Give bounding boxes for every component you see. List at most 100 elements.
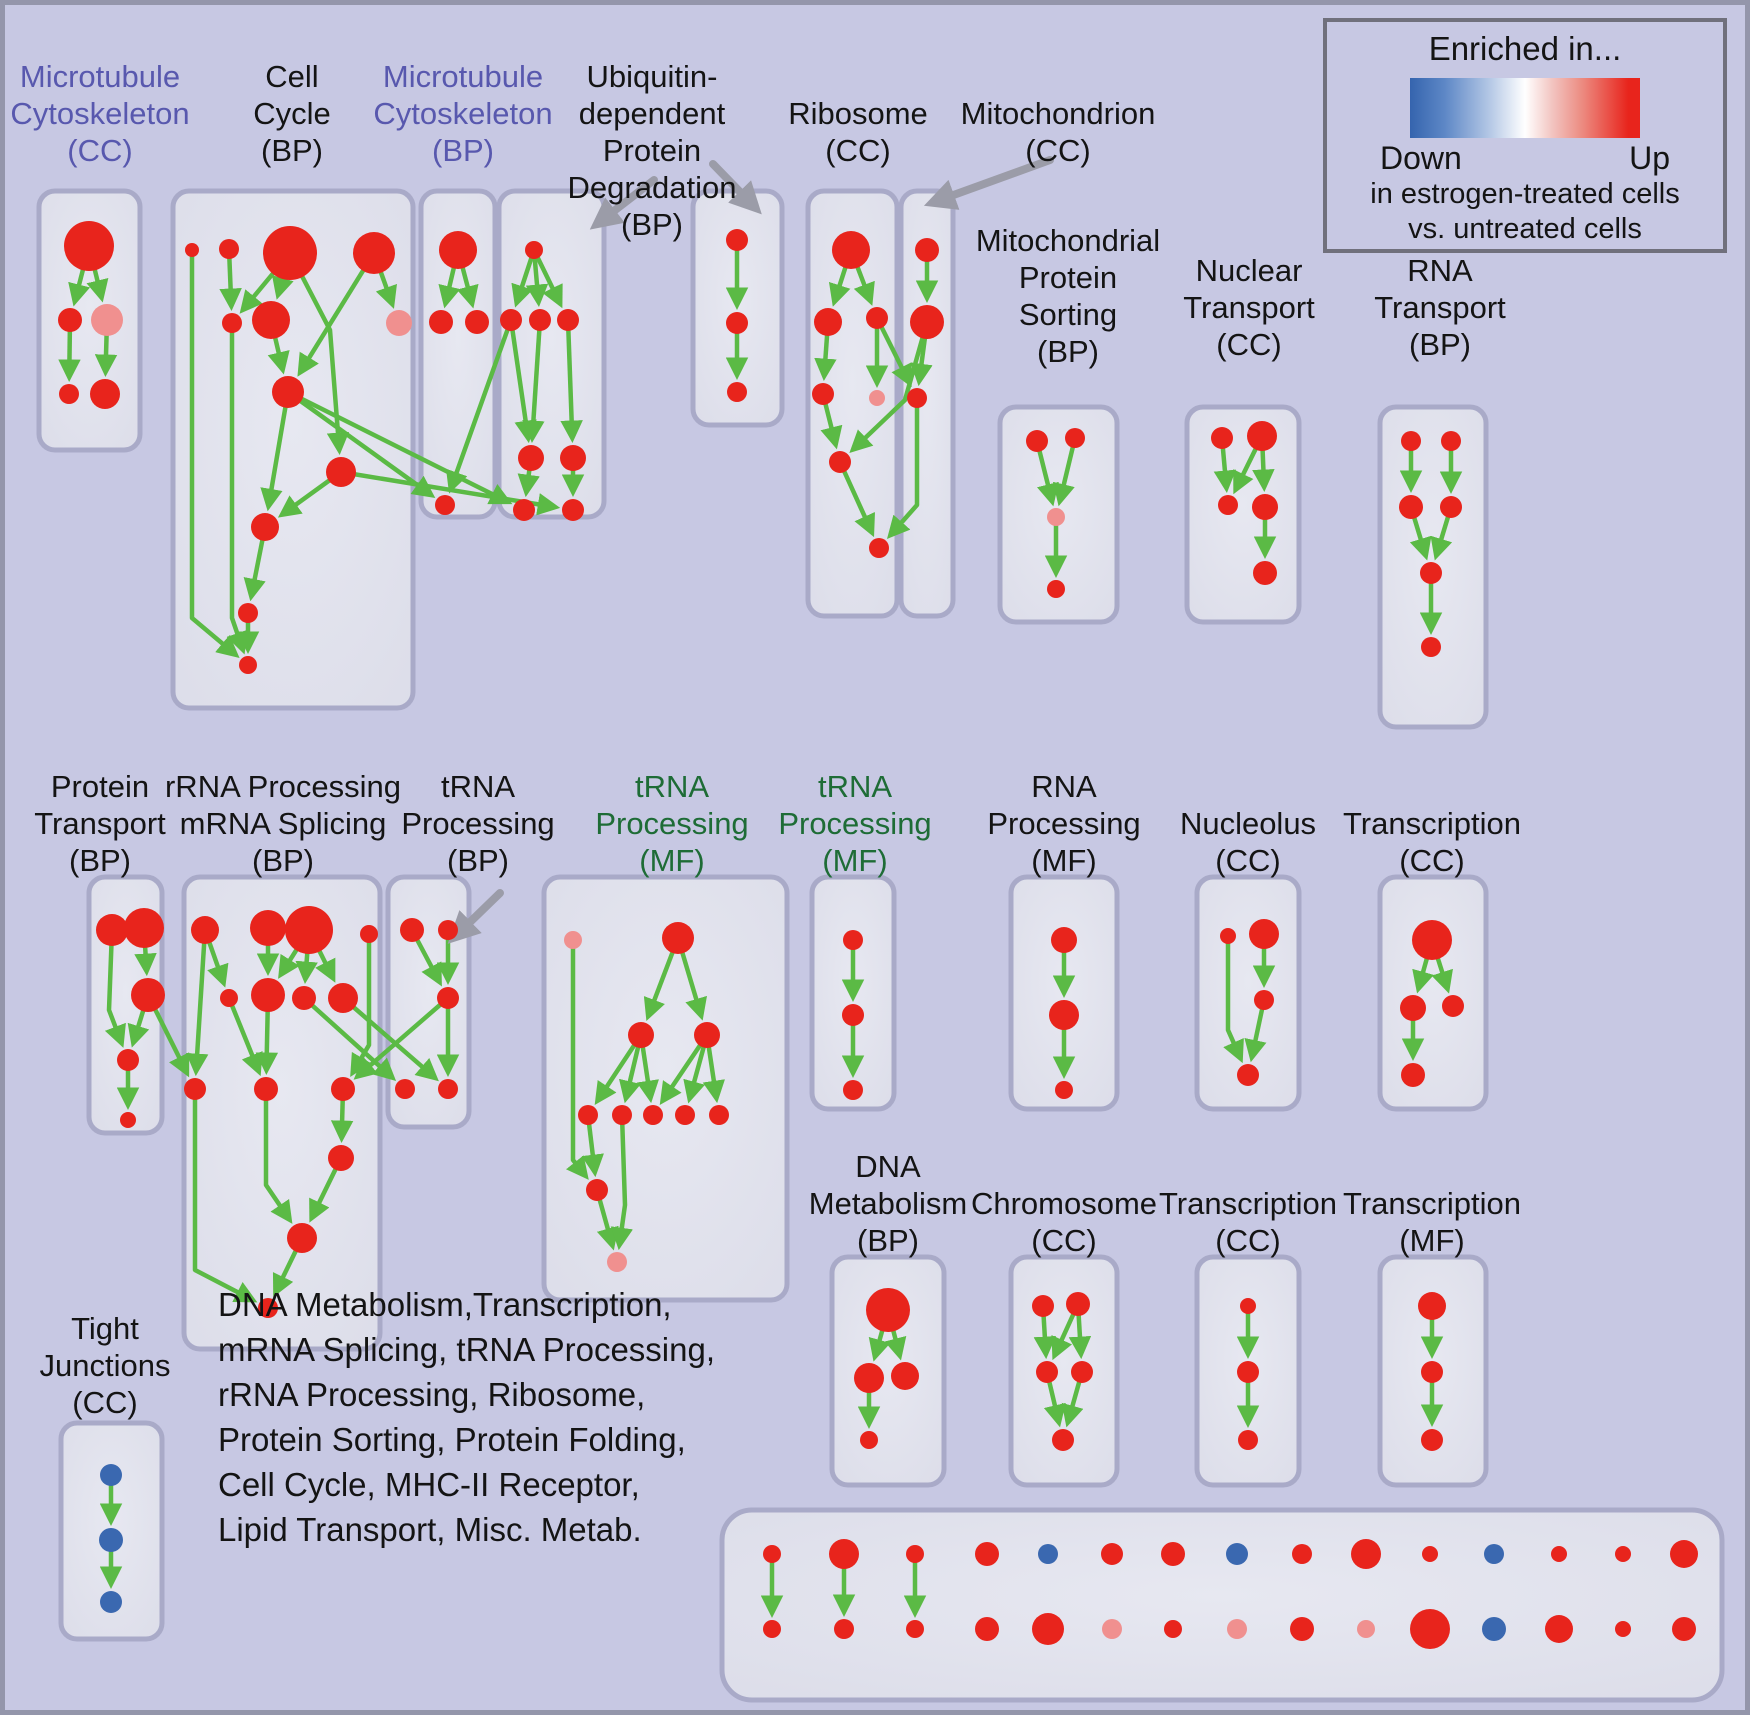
node-summary-strip-x5 xyxy=(1038,1544,1058,1564)
group-box-summary-strip xyxy=(719,1507,1725,1703)
edge-ubiquitin-degradation-1-d3-d5 xyxy=(560,319,583,443)
node-cell-cycle-b7 xyxy=(272,376,304,408)
node-chromosome-t0 xyxy=(1032,1295,1054,1317)
node-ribosome-f2 xyxy=(866,307,888,329)
node-summary-strip-y10 xyxy=(1357,1620,1375,1638)
node-rna-transport-j2 xyxy=(1399,495,1423,519)
node-tight-junctions-w1 xyxy=(99,1528,123,1552)
label-ubiquitin-degradation: Ubiquitin- dependent Protein Degradation… xyxy=(567,59,737,242)
node-ribosome-f5 xyxy=(829,451,851,473)
node-nucleolus-q3 xyxy=(1237,1064,1259,1086)
node-trna-processing-mf-1-n9 xyxy=(586,1179,608,1201)
node-mitochondrial-protein-sorting-h3 xyxy=(1047,580,1065,598)
label-dna-metabolism: DNA Metabolism (BP) xyxy=(808,1149,968,1258)
node-rrna-processing-mrna-splicing-l5 xyxy=(251,978,285,1012)
node-protein-transport-k2 xyxy=(131,978,165,1012)
node-rrna-processing-mrna-splicing-l13 xyxy=(258,1298,278,1318)
node-rna-transport-j0 xyxy=(1401,431,1421,451)
edge-cell-cycle-b7-b9 xyxy=(260,391,291,512)
node-summary-strip-x3 xyxy=(906,1545,924,1563)
label-nuclear-transport: Nuclear Transport (CC) xyxy=(1183,253,1315,362)
node-rna-processing-mf-p0 xyxy=(1051,927,1077,953)
node-rrna-processing-mrna-splicing-l1 xyxy=(250,910,286,946)
node-cell-cycle-b3 xyxy=(353,232,395,274)
edge-ubiquitin-degradation-1-d2-d4 xyxy=(522,319,545,444)
node-mitochondrion-g0 xyxy=(915,238,939,262)
node-trna-processing-mf-1-n1 xyxy=(662,922,694,954)
legend-title: Enriched in... xyxy=(1428,30,1622,67)
node-trna-processing-bp-m1 xyxy=(438,920,458,940)
node-ubiquitin-degradation-1-d7 xyxy=(562,499,584,521)
node-transcription-mf-v1 xyxy=(1421,1361,1443,1383)
node-rrna-processing-mrna-splicing-l8 xyxy=(254,1077,278,1101)
node-summary-strip-y15 xyxy=(1672,1617,1696,1641)
node-trna-processing-bp-m3 xyxy=(395,1079,415,1099)
node-trna-processing-mf-1-n4 xyxy=(578,1105,598,1125)
node-ubiquitin-degradation-1-d3 xyxy=(557,309,579,331)
edge-rrna-processing-mrna-splicing-l4-l8 xyxy=(226,997,263,1077)
node-summary-strip-y8 xyxy=(1227,1619,1247,1639)
node-dna-metabolism-s1 xyxy=(854,1363,884,1393)
legend-subtitle-1: in estrogen-treated cells xyxy=(1370,178,1680,210)
node-summary-strip-y12 xyxy=(1482,1617,1506,1641)
pointer-arrow-trna-bp-pointer xyxy=(447,889,504,944)
node-microtubule-bp-c1 xyxy=(429,310,453,334)
node-rrna-processing-mrna-splicing-l2 xyxy=(285,906,333,954)
node-summary-strip-x15 xyxy=(1670,1540,1698,1568)
node-summary-strip-y7 xyxy=(1164,1620,1182,1638)
node-trna-processing-mf-2-o1 xyxy=(842,1004,864,1026)
node-trna-processing-mf-2-o0 xyxy=(843,930,863,950)
label-rrna-processing-mrna-splicing: rRNA Processing mRNA Splicing (BP) xyxy=(164,769,402,878)
node-microtubule-cc-a4 xyxy=(90,379,120,409)
node-ubiquitin-degradation-2-e0 xyxy=(726,229,748,251)
node-protein-transport-k4 xyxy=(120,1112,136,1128)
node-dna-metabolism-s2 xyxy=(891,1362,919,1390)
node-ribosome-f1 xyxy=(814,308,842,336)
node-ubiquitin-degradation-1-d4 xyxy=(518,445,544,471)
edge-trna-processing-mf-1-n5-n10 xyxy=(610,1114,633,1251)
node-rrna-processing-mrna-splicing-l0 xyxy=(191,916,219,944)
edge-nucleolus-q0-q3 xyxy=(1223,936,1244,1064)
node-rna-transport-j5 xyxy=(1421,637,1441,657)
node-ubiquitin-degradation-1-d1 xyxy=(500,309,522,331)
node-nucleolus-q1 xyxy=(1249,919,1279,949)
label-rna-processing-mf: RNA Processing (MF) xyxy=(987,769,1141,878)
node-rrna-processing-mrna-splicing-l11 xyxy=(328,1145,354,1171)
node-summary-strip-y9 xyxy=(1290,1617,1314,1641)
node-summary-strip-y14 xyxy=(1615,1621,1631,1637)
node-rrna-processing-mrna-splicing-l6 xyxy=(292,986,316,1010)
label-protein-transport: Protein Transport (BP) xyxy=(34,769,166,878)
node-ubiquitin-degradation-1-d0 xyxy=(525,241,543,259)
node-protein-transport-k3 xyxy=(117,1049,139,1071)
node-cell-cycle-b10 xyxy=(238,603,258,623)
cross-edge-cell-cycle.b8-ubiquitin-degradation-1.d7 xyxy=(340,469,561,516)
node-summary-strip-x14 xyxy=(1615,1546,1631,1562)
node-transcription-cc-1-r0 xyxy=(1412,920,1452,960)
pointer-arrow-ubiquitin-pointer-left xyxy=(589,176,658,230)
group-box-nuclear-transport xyxy=(1184,404,1302,625)
cross-edge-ubiquitin-degradation-1.d1-microtubule-bp.c3 xyxy=(446,319,514,494)
node-ribosome-f3 xyxy=(812,383,834,405)
label-microtubule-bp: Microtubule Cytoskeleton (BP) xyxy=(373,59,553,168)
group-box-trna-processing-mf-2 xyxy=(809,874,897,1112)
node-microtubule-cc-a3 xyxy=(59,384,79,404)
label-trna-processing-mf-1: tRNA Processing (MF) xyxy=(595,769,749,878)
label-microtubule-cc: Microtubule Cytoskeleton (CC) xyxy=(10,59,190,168)
legend-up-label: Up xyxy=(1629,140,1670,176)
node-rrna-processing-mrna-splicing-l3 xyxy=(360,925,378,943)
nodes xyxy=(58,221,1698,1649)
label-ribosome: Ribosome (CC) xyxy=(788,96,928,168)
node-rrna-processing-mrna-splicing-l4 xyxy=(220,989,238,1007)
legend-down-label: Down xyxy=(1380,140,1462,176)
node-microtubule-bp-c3 xyxy=(435,495,455,515)
node-summary-strip-x4 xyxy=(975,1542,999,1566)
node-tight-junctions-w0 xyxy=(100,1464,122,1486)
label-trna-processing-mf-2: tRNA Processing (MF) xyxy=(778,769,932,878)
group-box-transcription-cc-1 xyxy=(1377,874,1489,1112)
cross-edge-mitochondrion.g2-ribosome.f6 xyxy=(886,398,920,539)
cross-edge-mitochondrion.g1-ribosome.f5 xyxy=(849,321,930,454)
node-dna-metabolism-s0 xyxy=(866,1288,910,1332)
edge-cell-cycle-b4-b11 xyxy=(226,323,248,655)
legend-subtitle-2: vs. untreated cells xyxy=(1408,213,1642,245)
